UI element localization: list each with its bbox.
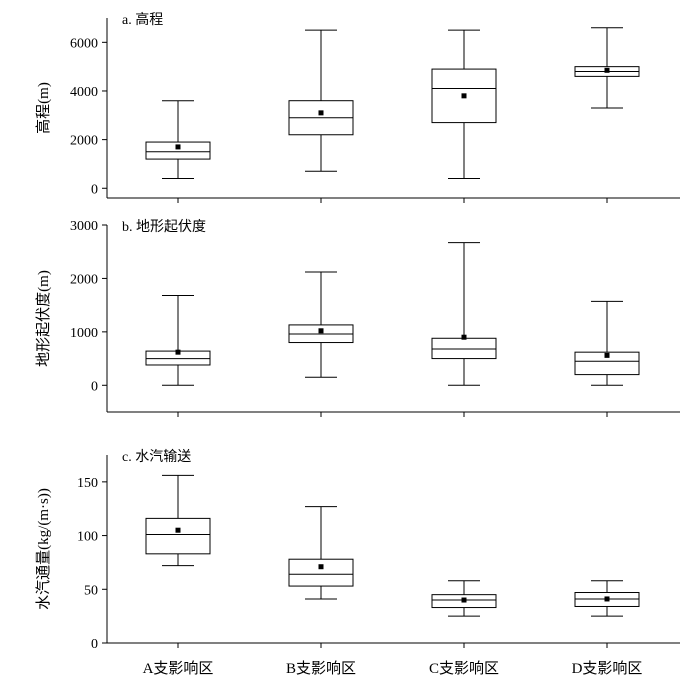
mean-marker [604,352,610,358]
y-tick-label: 150 [77,476,98,491]
mean-marker [318,328,324,334]
y-axis-label: 高程(m) [35,82,52,134]
mean-marker [604,596,610,602]
mean-marker [318,564,324,570]
y-axis-label: 地形起伏度(m) [35,270,52,367]
category-label: C支影响区 [429,660,499,677]
category-label: B支影响区 [286,660,356,677]
y-tick-label: 4000 [70,85,98,100]
y-tick-label: 2000 [70,134,98,149]
box [145,517,211,555]
y-tick-label: 2000 [70,272,98,287]
mean-marker [461,597,467,603]
y-tick-label: 0 [91,182,98,197]
y-tick-label: 50 [84,583,98,598]
panel-title: a. 高程 [122,11,163,28]
box [431,337,497,360]
y-tick-label: 0 [91,637,98,652]
category-label: D支影响区 [572,660,643,677]
box [574,351,640,376]
mean-marker [175,144,181,150]
panel-title: b. 地形起伏度 [122,219,206,235]
box [145,141,211,160]
box [288,558,354,587]
mean-marker [175,527,181,533]
y-tick-label: 6000 [70,36,98,51]
y-tick-label: 3000 [70,219,98,234]
category-label: A支影响区 [143,660,214,677]
mean-marker [461,334,467,340]
y-axis-label: 水汽通量(kg/(m·s)) [35,488,52,610]
mean-marker [175,349,181,355]
mean-marker [318,110,324,116]
panel-title: c. 水汽输送 [122,449,191,465]
mean-marker [461,93,467,99]
y-tick-label: 0 [91,379,98,394]
y-tick-label: 100 [77,530,98,545]
y-tick-label: 1000 [70,326,98,341]
mean-marker [604,67,610,73]
